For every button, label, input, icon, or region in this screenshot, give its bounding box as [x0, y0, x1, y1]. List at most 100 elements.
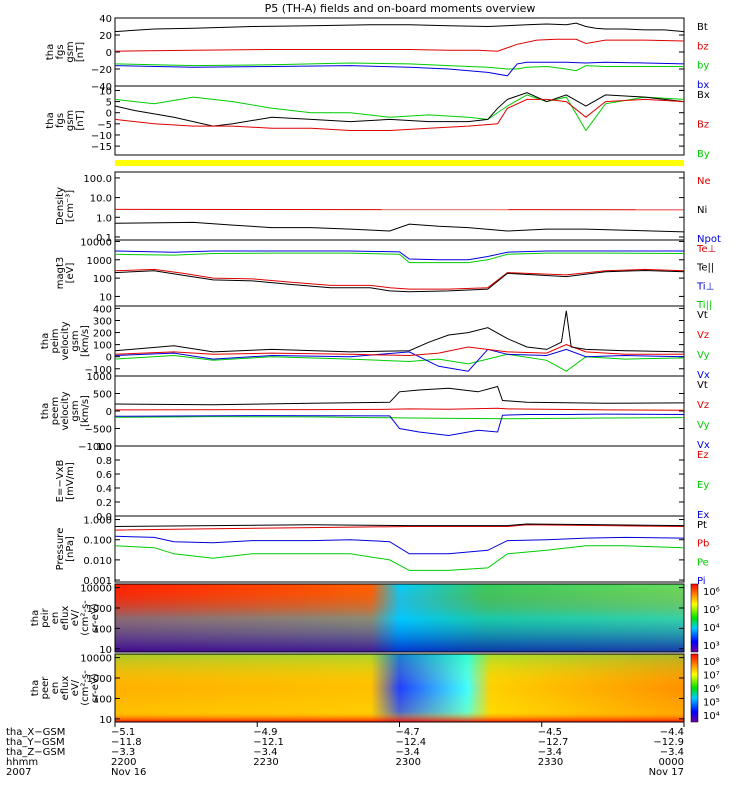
x-row-label: 2007 — [6, 767, 31, 778]
y-tick-label: 300 — [93, 316, 112, 327]
y-tick-label: 10 — [99, 715, 112, 726]
series-Vt — [114, 385, 685, 406]
panel-7: 1.000 0.100 0.010 0.001 Pressure[nPa] Pt Pb Pe P… — [55, 515, 709, 587]
legend-entry: Ey — [697, 480, 709, 491]
x-tick-label: 2200 — [111, 757, 136, 768]
series-Vt — [114, 310, 685, 353]
colorbar-9: 10⁸ 10⁷ 10⁶ 10⁵ 10⁴ — [690, 653, 720, 723]
x-tick-label: −12.4 — [396, 737, 427, 748]
y-tick-label: 10000 — [80, 237, 112, 248]
spectrogram-overlay-9 — [115, 654, 684, 722]
legend-entry: Bz — [697, 120, 709, 131]
x-row-label: tha_X−GSM — [6, 727, 65, 738]
panel-3: 10000 1000 100 10 magt3[eV] Te⊥ Te|| Ti⊥ Ti|| — [55, 237, 716, 311]
panel-0: 40 20 0 −20 −40 thafgsgsm[nT] Bt bz by bx — [45, 14, 709, 93]
panel-9: 10⁸ 10⁷ 10⁶ 10⁵ 10⁴ 10000 1000 100 10 thapeerenef… — [30, 653, 720, 726]
x-tick-label: −3.4 — [253, 747, 277, 758]
colorbar-tick-label: 10³ — [703, 641, 720, 652]
chart-title: P5 (TH-A) fields and on-board moments ov… — [265, 2, 536, 15]
x-tick-label: 0000 — [659, 757, 684, 768]
series-Bz — [114, 98, 685, 131]
y-axis-label: Pressure[nPa] — [55, 528, 76, 571]
series-Te⊥ — [114, 268, 685, 290]
y-tick-label: 10 — [99, 292, 112, 303]
y-tick-label: 0.0 — [96, 512, 112, 523]
panel-frame — [114, 305, 685, 377]
y-tick-label: 100 — [93, 624, 112, 635]
x-tick-label: −3.4 — [396, 747, 420, 758]
status-bar — [115, 160, 684, 166]
x-tick-label: 2330 — [538, 757, 563, 768]
series-Pt — [114, 523, 685, 527]
x-tick-label: −12.9 — [653, 737, 684, 748]
y-tick-label: 20 — [99, 31, 112, 42]
y-axis-label: thapeirenefluxeV/(cm²-s-sr-eV) — [30, 600, 101, 636]
y-tick-label: 1000 — [87, 604, 112, 615]
y-tick-label: 100 — [93, 341, 112, 352]
y-axis-label: Density[cm⁻³] — [55, 187, 76, 225]
y-tick-label: 1.0 — [96, 442, 112, 453]
y-tick-label: 100 — [93, 274, 112, 285]
colorbar-tick-label: 10⁶ — [703, 587, 720, 598]
y-tick-label: −5 — [97, 120, 112, 131]
legend-entry: Ez — [697, 450, 709, 461]
series-Vx — [114, 413, 685, 437]
y-tick-label: 1000 — [87, 674, 112, 685]
legend-entry: Ex — [697, 510, 709, 521]
legend-entry: Te|| — [696, 263, 714, 274]
panel-8: 10⁶ 10⁵ 10⁴ 10³ 10000 1000 100 10 thapeireneflux… — [30, 583, 720, 656]
series-Vy — [114, 416, 685, 420]
series-By — [114, 94, 685, 132]
series-Ti⊥ — [114, 250, 684, 261]
legend-entry: By — [697, 149, 710, 160]
legend-entry: Ne — [697, 176, 711, 187]
x-tick-label: −3.4 — [660, 747, 684, 758]
y-tick-label: 400 — [93, 304, 112, 315]
colorbar-tick-label: 10⁵ — [703, 698, 720, 709]
x-tick-label: −4.5 — [538, 727, 562, 738]
legend-entry: Vz — [697, 330, 709, 341]
panel-frame — [114, 85, 685, 156]
x-tick-label: −12.1 — [253, 737, 284, 748]
y-tick-label: 100.0 — [83, 174, 112, 185]
y-tick-label: 0.4 — [96, 484, 112, 495]
x-tick-label: −4.7 — [396, 727, 420, 738]
legend-entry: Bt — [697, 22, 708, 33]
series-Pi — [114, 535, 685, 555]
x-tick-label: −5.1 — [111, 727, 135, 738]
panel-6: 1.0 0.8 0.6 0.4 0.2 0.0 E=−VxB[mV/m] Ez Ey Ex — [55, 442, 709, 523]
series-bz — [114, 38, 685, 52]
y-tick-label: 0 — [106, 407, 112, 418]
y-tick-label: 0.010 — [83, 556, 112, 567]
x-tick-label: −3.3 — [111, 747, 135, 758]
legend-entry: Vx — [697, 440, 710, 451]
y-tick-label: 40 — [99, 14, 112, 25]
series-Bx — [114, 92, 685, 127]
y-tick-label: −40 — [91, 82, 112, 93]
series-Pe — [114, 545, 685, 571]
y-tick-label: 0.100 — [83, 536, 112, 547]
x-tick-label: −12.7 — [538, 737, 569, 748]
legend-entry: Ti⊥ — [696, 281, 714, 292]
series-Ni — [114, 221, 685, 233]
x-tick-label: 2300 — [396, 757, 421, 768]
colorbar-tick-label: 10⁴ — [703, 711, 720, 722]
y-tick-label: 1000 — [87, 256, 112, 267]
y-tick-label: 0.8 — [96, 456, 112, 467]
y-axis-label: thapeimvelocitygsm[km/s] — [40, 321, 91, 360]
panel-frame — [114, 375, 685, 447]
series-Bt — [114, 22, 685, 33]
legend-entry: by — [697, 61, 709, 72]
legend-entry: Bx — [697, 90, 710, 101]
panel-frame — [114, 445, 685, 517]
series-Pb — [114, 524, 685, 531]
series-by — [114, 62, 684, 72]
legend-entry: Vy — [697, 420, 710, 431]
y-tick-label: 100 — [93, 694, 112, 705]
colorbar-scale — [690, 583, 699, 653]
y-tick-label: 10.0 — [90, 194, 112, 205]
x-row-label: hhmm — [6, 757, 38, 768]
series-bx — [114, 61, 685, 77]
panel-4: 4003002001000−100thapeimvelocitygsm[km/s… — [40, 304, 710, 381]
